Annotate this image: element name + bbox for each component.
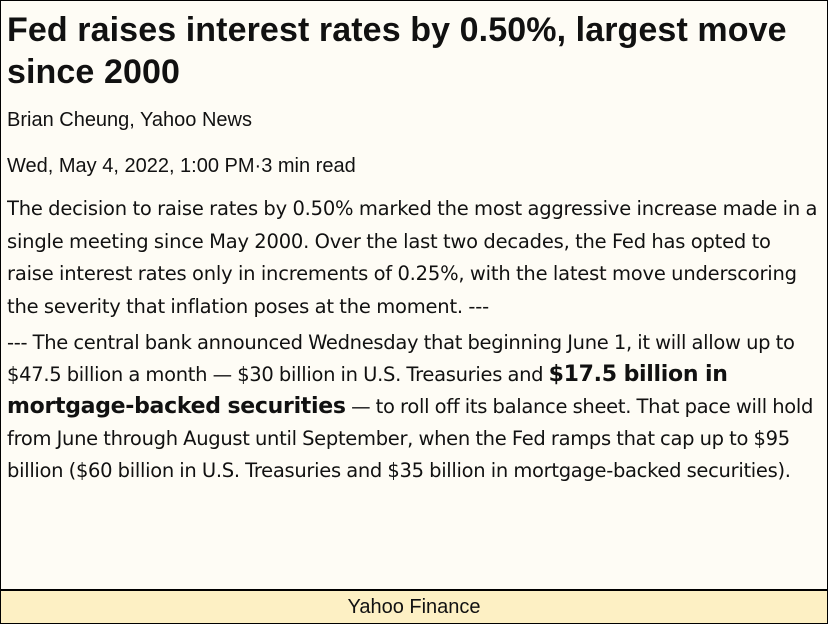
source-footer: Yahoo Finance xyxy=(1,589,827,623)
article-paragraph-2: --- The central bank announced Wednesday… xyxy=(7,327,819,487)
article-dateline: Wed, May 4, 2022, 1:00 PM·3 min read xyxy=(7,155,356,177)
article-paragraph-1: The decision to raise rates by 0.50% mar… xyxy=(7,197,818,318)
article-headline: Fed raises interest rates by 0.50%, larg… xyxy=(7,11,787,91)
paragraph-2-lead-text: --- The central bank announced Wednesday… xyxy=(7,331,795,386)
article-body: Fed raises interest rates by 0.50%, larg… xyxy=(7,1,819,590)
article-byline: Brian Cheung, Yahoo News xyxy=(7,109,252,131)
paragraph-2-tail-text: — to roll off its balance sheet. That pa… xyxy=(7,395,814,482)
paragraph-2-highlight: $17.5 billion in mortgage-backed securit… xyxy=(7,362,728,419)
